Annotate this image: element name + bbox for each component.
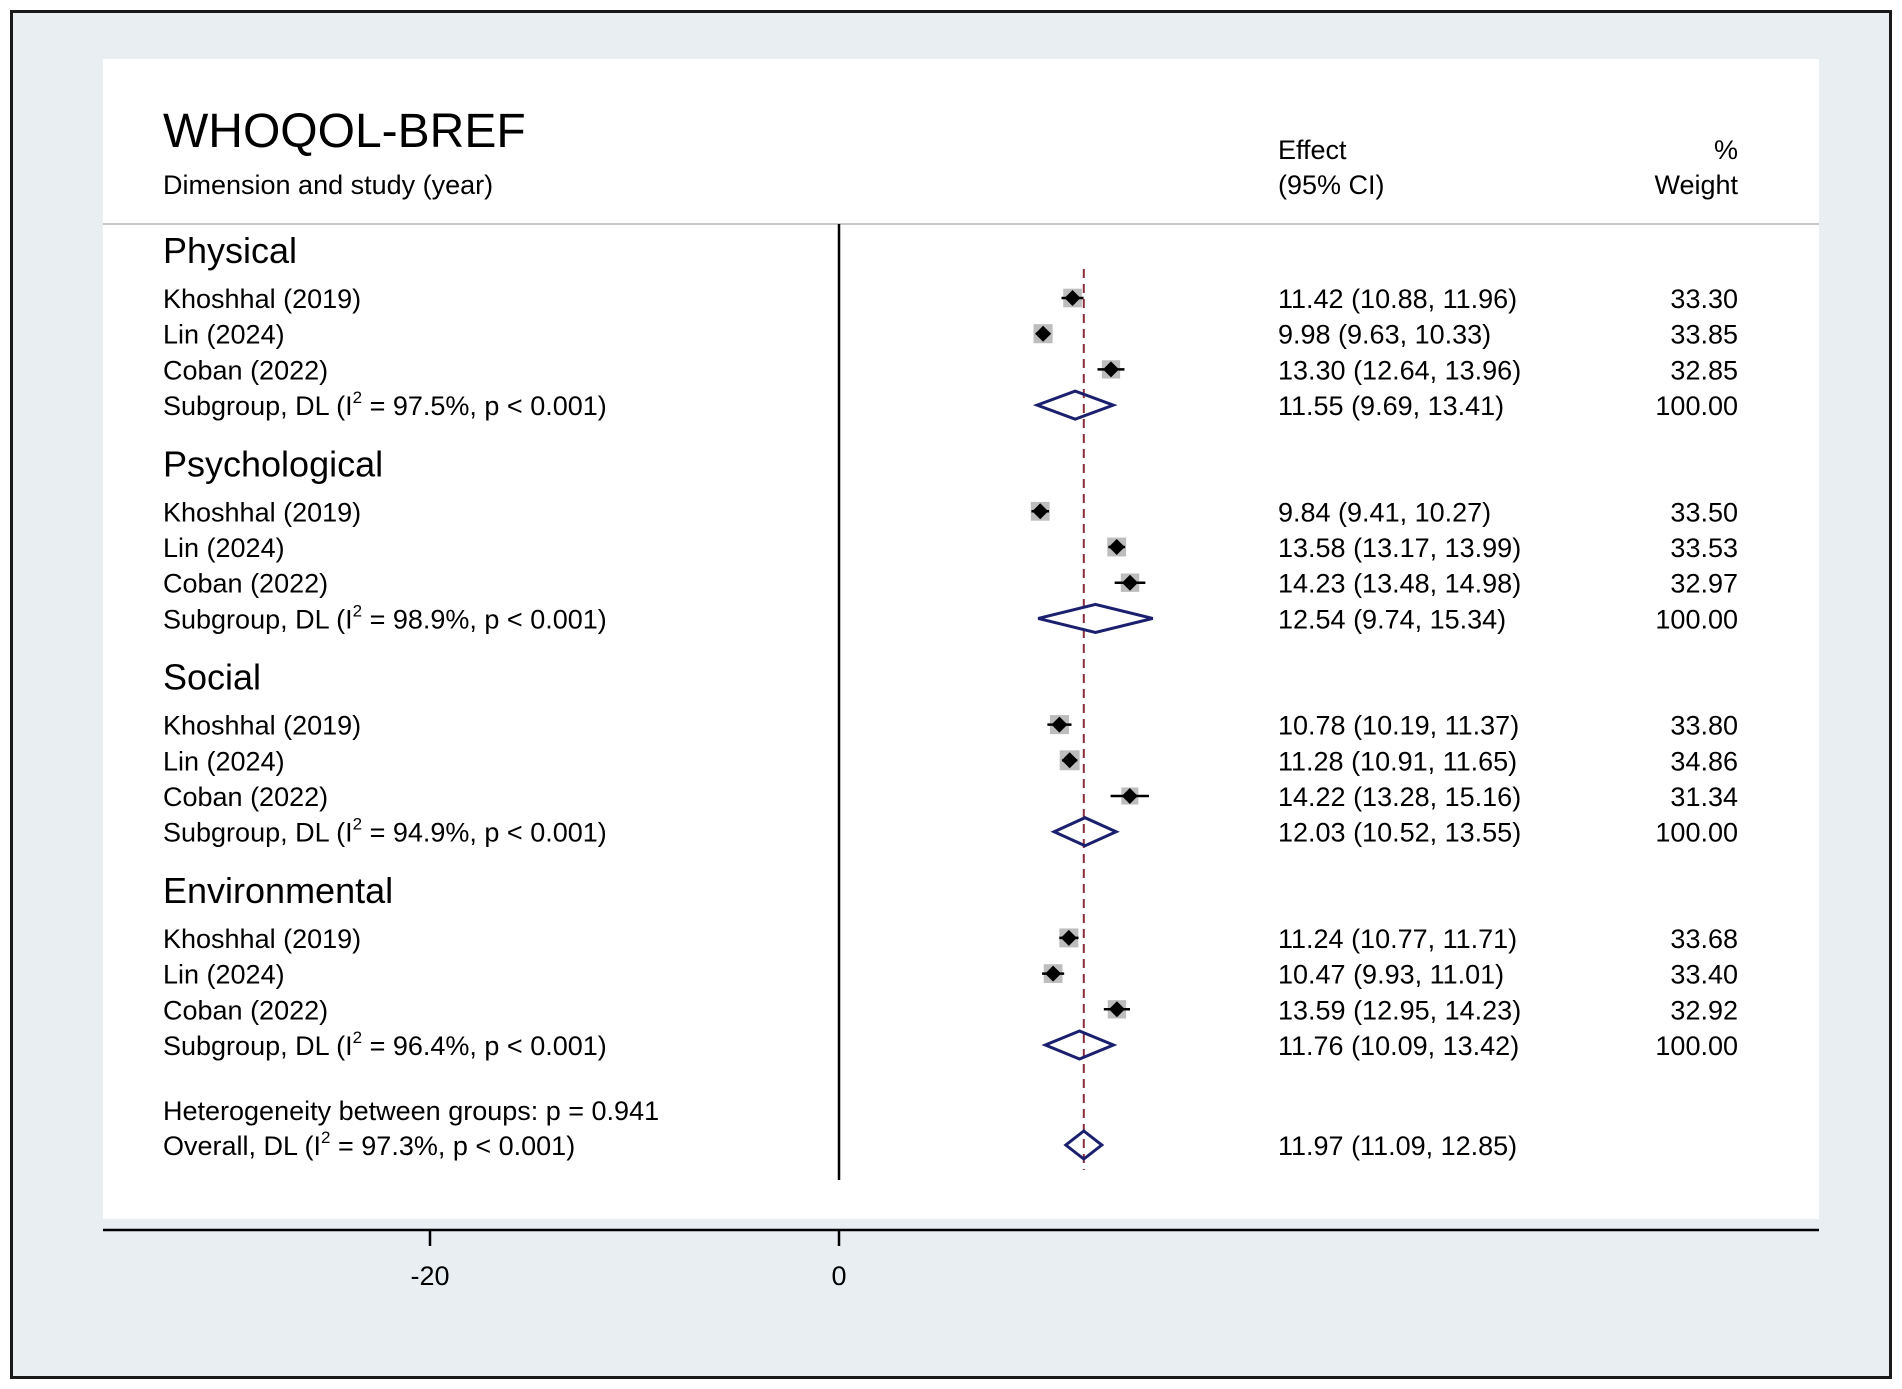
study-label: Lin (2024) [163,746,285,776]
study-weight: 33.30 [1670,284,1738,314]
study-effect-ci: 14.23 (13.48, 14.98) [1278,569,1521,599]
study-label: Coban (2022) [163,995,328,1025]
study-weight: 33.40 [1670,960,1738,990]
point-estimate [1061,752,1078,769]
group-heading: Social [163,657,261,698]
plot-area [103,59,1819,1219]
subgroup-weight: 100.00 [1655,1031,1738,1061]
subgroup-weight: 100.00 [1655,604,1738,634]
study-label: Lin (2024) [163,960,285,990]
weight-column-header: Weight [1654,170,1738,200]
study-weight: 33.80 [1670,711,1738,741]
study-weight: 33.85 [1670,320,1738,350]
study-label: Coban (2022) [163,569,328,599]
study-effect-ci: 13.58 (13.17, 13.99) [1278,533,1521,563]
overall-label: Overall, DL (I2 = 97.3%, p < 0.001) [163,1128,575,1161]
group-heading: Psychological [163,443,383,484]
study-effect-ci: 13.59 (12.95, 14.23) [1278,995,1521,1025]
study-effect-ci: 10.47 (9.93, 11.01) [1278,960,1504,990]
subgroup-effect-ci: 12.03 (10.52, 13.55) [1278,818,1521,848]
point-estimate [1060,929,1077,946]
study-label: Lin (2024) [163,533,285,563]
study-weight: 32.85 [1670,355,1738,385]
point-estimate [1032,503,1049,520]
subgroup-weight: 100.00 [1655,391,1738,421]
point-estimate [1045,965,1062,982]
study-effect-ci: 9.98 (9.63, 10.33) [1278,320,1491,350]
group-heading: Environmental [163,870,393,911]
chart-title: WHOQOL-BREF [163,105,526,158]
study-weight: 31.34 [1670,782,1738,812]
subgroup-label: Subgroup, DL (I2 = 97.5%, p < 0.001) [163,388,607,421]
point-estimate [1051,716,1068,733]
point-estimate [1122,574,1139,591]
forest-plot: WHOQOL-BREF Dimension and study (year) Eff… [103,59,1819,1291]
point-estimate [1102,361,1119,378]
study-effect-ci: 11.28 (10.91, 11.65) [1278,746,1517,776]
study-weight: 33.50 [1670,497,1738,527]
study-label: Lin (2024) [163,320,285,350]
study-label: Coban (2022) [163,355,328,385]
study-column-header: Dimension and study (year) [163,170,493,200]
study-effect-ci: 13.30 (12.64, 13.96) [1278,355,1521,385]
subgroup-label: Subgroup, DL (I2 = 94.9%, p < 0.001) [163,815,607,848]
subgroup-label: Subgroup, DL (I2 = 96.4%, p < 0.001) [163,1028,607,1061]
subgroup-diamond [1032,389,1118,421]
study-label: Khoshhal (2019) [163,497,361,527]
point-estimate [1108,1001,1125,1018]
study-weight: 33.68 [1670,924,1738,954]
subgroup-diamond [1037,602,1154,634]
subgroup-diamond [1050,816,1120,848]
weight-percent-header: % [1714,135,1738,165]
point-estimate [1035,325,1052,342]
point-estimate [1121,788,1138,804]
subgroup-effect-ci: 11.76 (10.09, 13.42) [1278,1031,1519,1061]
x-tick-label: -20 [410,1261,449,1291]
study-weight: 32.97 [1670,569,1738,599]
point-estimate [1064,290,1081,306]
study-effect-ci: 11.24 (10.77, 11.71) [1278,924,1517,954]
subgroup-label: Subgroup, DL (I2 = 98.9%, p < 0.001) [163,601,607,634]
study-label: Khoshhal (2019) [163,924,361,954]
subgroup-effect-ci: 11.55 (9.69, 13.41) [1278,391,1504,421]
subgroup-effect-ci: 12.54 (9.74, 15.34) [1278,604,1506,634]
subgroup-weight: 100.00 [1655,818,1738,848]
study-label: Coban (2022) [163,782,328,812]
ci-column-header: (95% CI) [1278,170,1385,200]
x-tick-label: 0 [831,1261,846,1291]
overall-diamond [1063,1129,1105,1161]
study-effect-ci: 10.78 (10.19, 11.37) [1278,711,1519,741]
study-label: Khoshhal (2019) [163,711,361,741]
study-effect-ci: 9.84 (9.41, 10.27) [1278,497,1491,527]
heterogeneity-text: Heterogeneity between groups: p = 0.941 [163,1096,659,1126]
study-weight: 34.86 [1670,746,1738,776]
study-effect-ci: 11.42 (10.88, 11.96) [1278,284,1517,314]
overall-effect-ci: 11.97 (11.09, 12.85) [1278,1131,1517,1161]
study-effect-ci: 14.22 (13.28, 15.16) [1278,782,1521,812]
study-weight: 33.53 [1670,533,1738,563]
effect-column-header: Effect [1278,135,1347,165]
group-heading: Physical [163,230,297,271]
study-label: Khoshhal (2019) [163,284,361,314]
subgroup-diamond [1041,1029,1118,1061]
study-weight: 32.92 [1670,995,1738,1025]
chart-frame: WHOQOL-BREF Dimension and study (year) Eff… [10,10,1892,1379]
point-estimate [1108,539,1125,555]
